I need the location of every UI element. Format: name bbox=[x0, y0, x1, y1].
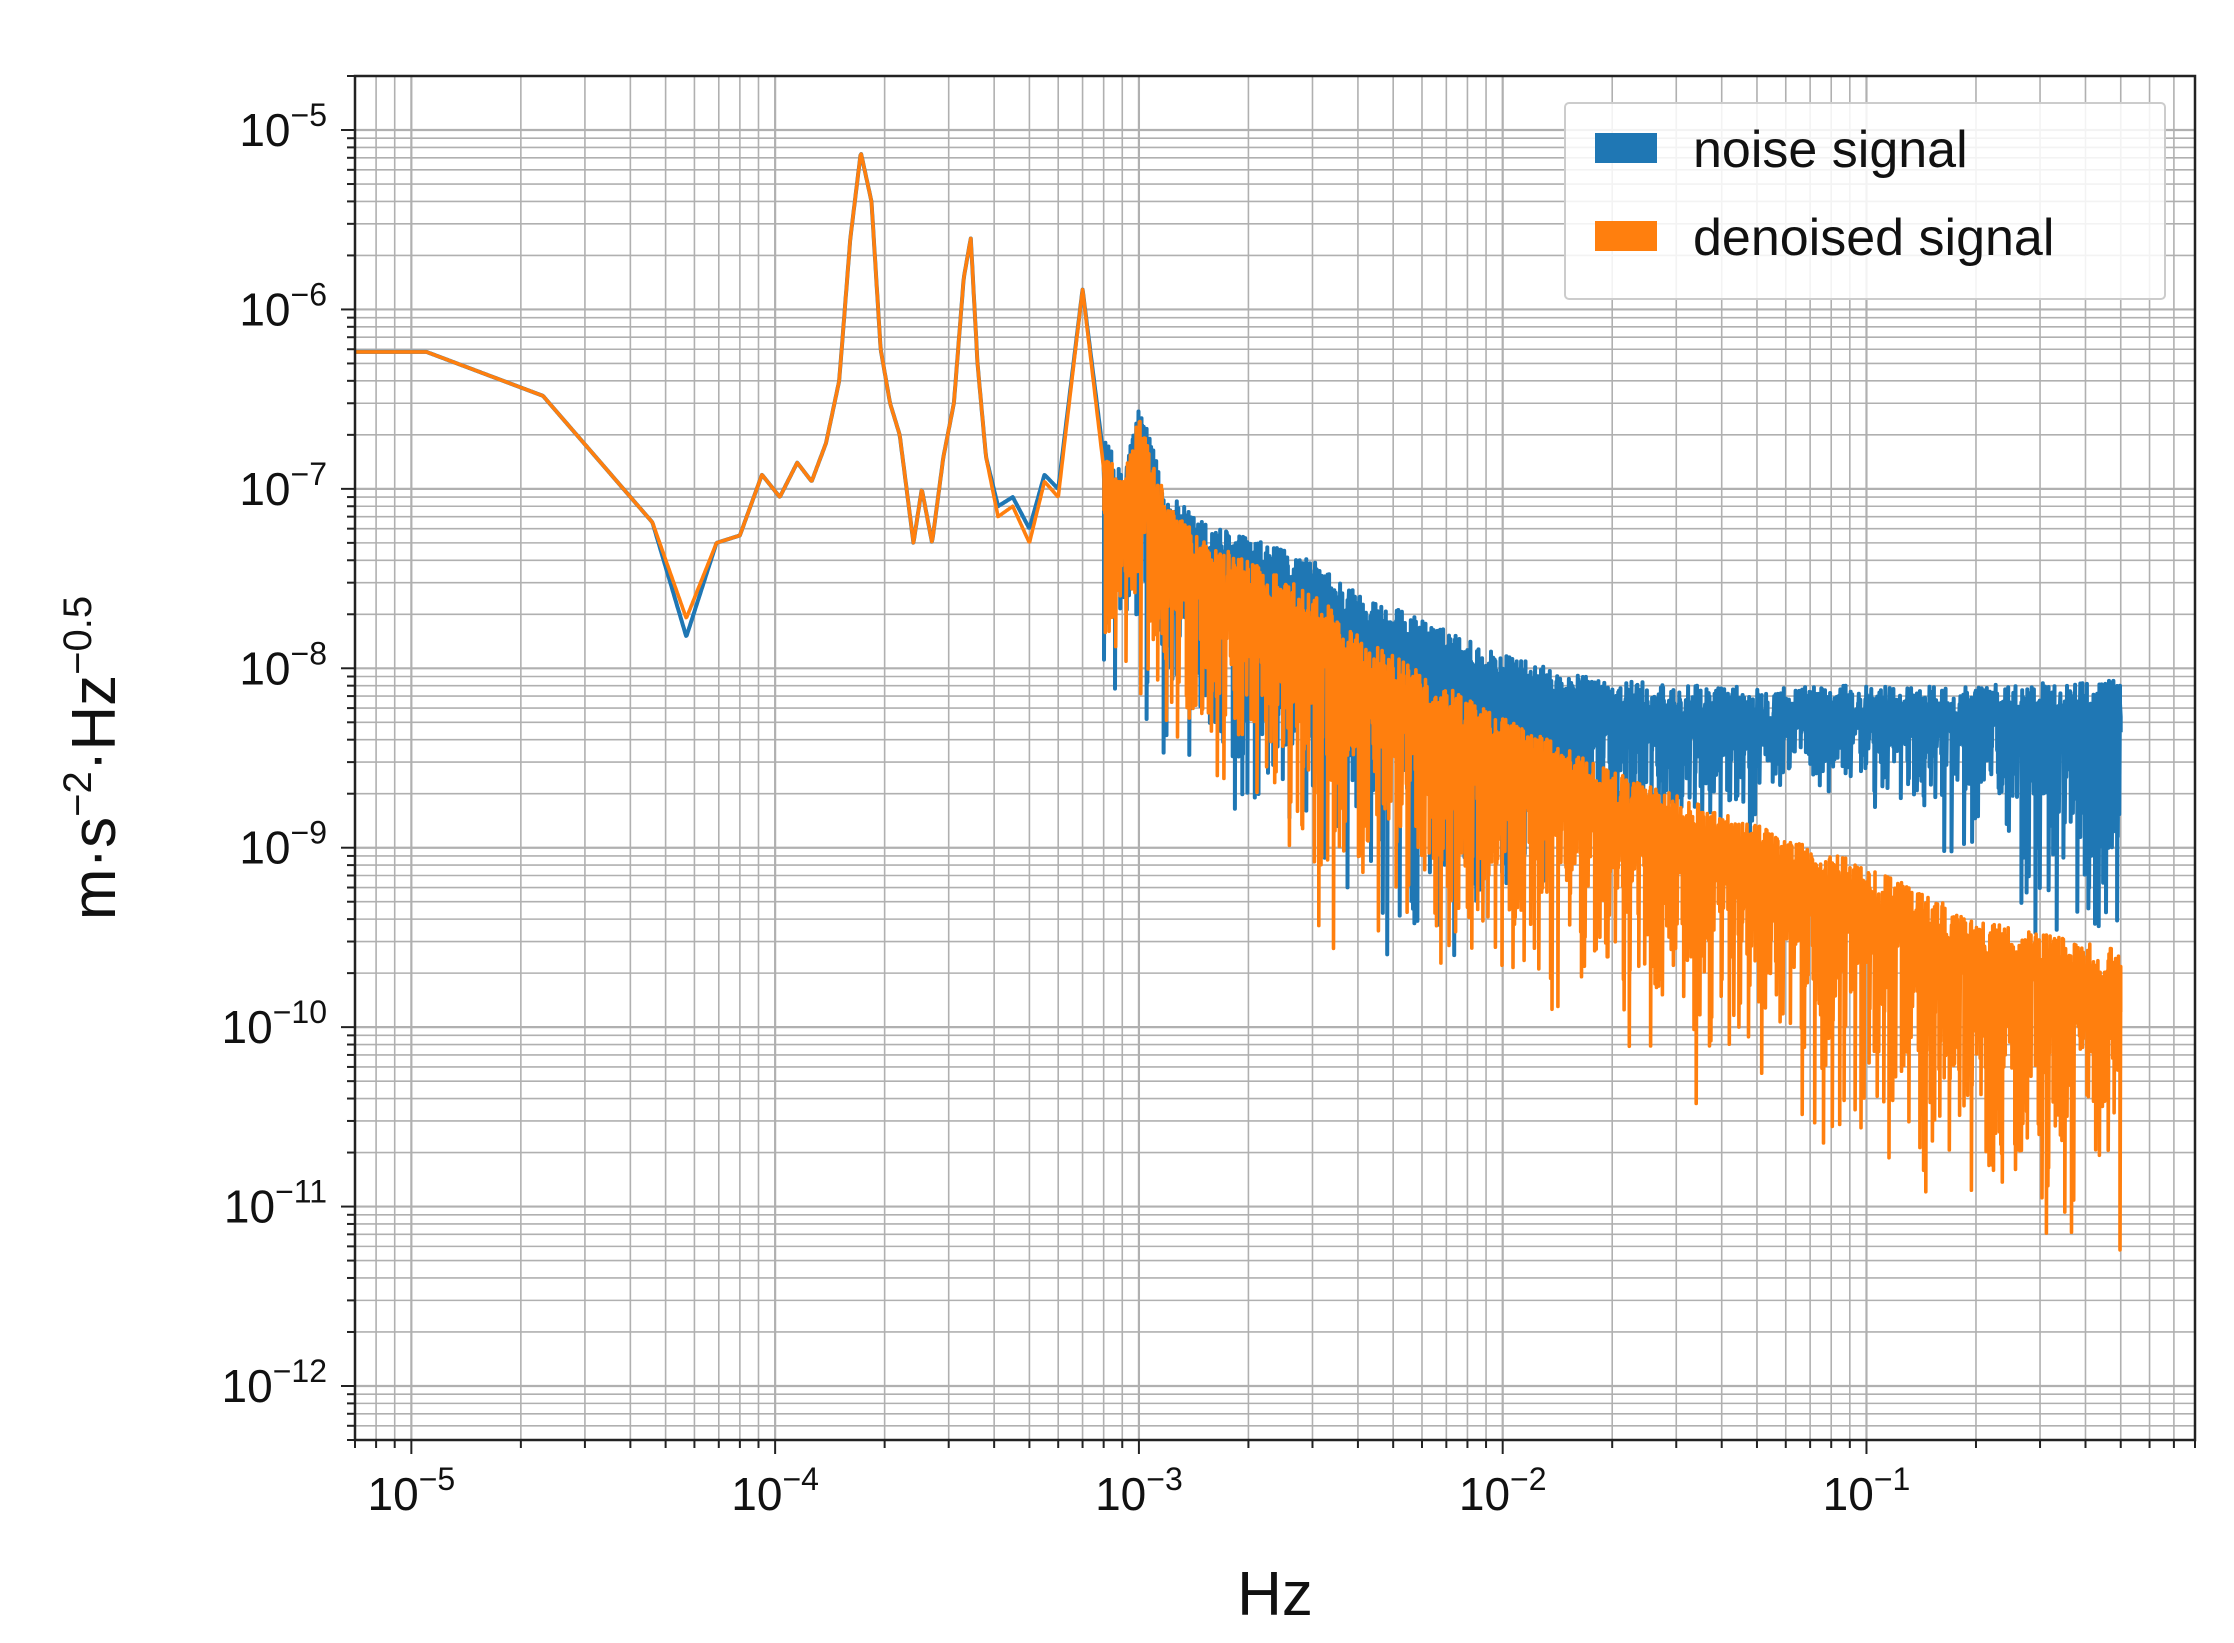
x-tick-label-exponent: −2 bbox=[1510, 1461, 1546, 1497]
legend: noise signal denoised signal bbox=[1564, 102, 2166, 300]
x-tick-label: 10−4 bbox=[731, 1461, 819, 1520]
y-tick-label-exponent: −6 bbox=[291, 276, 327, 312]
x-tick-label-base: 10 bbox=[1095, 1468, 1146, 1520]
y-tick-label-base: 10 bbox=[239, 822, 290, 874]
legend-label-noise-signal: noise signal bbox=[1693, 121, 1968, 179]
y-tick-label-base: 10 bbox=[222, 1001, 273, 1053]
y-axis-label-mid: ·Hz bbox=[60, 675, 129, 771]
y-tick-label-base: 10 bbox=[239, 463, 290, 515]
y-tick-label-base: 10 bbox=[222, 1360, 273, 1412]
y-tick-label-exponent: −11 bbox=[275, 1174, 327, 1210]
x-tick-labels: 10−5 10−4 10−3 10−2 10−1 bbox=[368, 1461, 1911, 1520]
y-tick-label-exponent: −10 bbox=[273, 994, 327, 1030]
y-tick-label: 10−5 bbox=[239, 97, 327, 156]
x-tick-label-exponent: −4 bbox=[782, 1461, 818, 1497]
y-tick-label-base: 10 bbox=[224, 1181, 275, 1233]
y-tick-label-exponent: −5 bbox=[291, 97, 327, 133]
x-tick-label-exponent: −5 bbox=[419, 1461, 455, 1497]
y-tick-label-base: 10 bbox=[239, 642, 290, 694]
series-group bbox=[355, 152, 2123, 1252]
y-tick-label: 10−12 bbox=[222, 1353, 327, 1412]
y-axis-label: m·s−2·Hz−0.5 bbox=[56, 596, 129, 920]
plot-frame bbox=[353, 74, 2197, 1442]
x-tick-label-base: 10 bbox=[1823, 1468, 1874, 1520]
x-tick-label-exponent: −1 bbox=[1874, 1461, 1910, 1497]
x-tick-label-base: 10 bbox=[368, 1468, 419, 1520]
y-tick-label-base: 10 bbox=[239, 104, 290, 156]
x-tick-label-exponent: −3 bbox=[1146, 1461, 1182, 1497]
y-tick-label: 10−6 bbox=[239, 276, 327, 335]
x-tick-label: 10−5 bbox=[368, 1461, 456, 1520]
y-axis-label-exp1: −2 bbox=[56, 771, 100, 817]
x-tick-label-base: 10 bbox=[1459, 1468, 1510, 1520]
y-tick-label: 10−8 bbox=[239, 635, 327, 694]
x-tick-label: 10−1 bbox=[1823, 1461, 1911, 1520]
y-axis-label-base: m·s bbox=[60, 817, 129, 920]
axis-ticks bbox=[341, 75, 2196, 1454]
y-tick-label-base: 10 bbox=[239, 283, 290, 335]
y-tick-label-exponent: −7 bbox=[291, 456, 327, 492]
legend-box bbox=[1564, 102, 2166, 300]
y-tick-label-exponent: −9 bbox=[291, 815, 327, 851]
y-tick-label: 10−7 bbox=[239, 456, 327, 515]
legend-swatch-denoised-signal bbox=[1595, 221, 1657, 251]
series-line-denoised-signal bbox=[355, 152, 2123, 1252]
x-tick-label-base: 10 bbox=[731, 1468, 782, 1520]
y-tick-label: 10−11 bbox=[224, 1174, 327, 1233]
x-tick-label: 10−2 bbox=[1459, 1461, 1547, 1520]
x-axis-label: Hz bbox=[1237, 1560, 1313, 1629]
y-tick-label: 10−10 bbox=[222, 994, 327, 1053]
x-tick-label: 10−3 bbox=[1095, 1461, 1183, 1520]
y-tick-label-exponent: −8 bbox=[291, 635, 327, 671]
legend-swatch-noise-signal bbox=[1595, 133, 1657, 163]
legend-label-denoised-signal: denoised signal bbox=[1693, 209, 2054, 267]
plot-area bbox=[341, 74, 2197, 1454]
y-tick-label-exponent: −12 bbox=[273, 1353, 327, 1389]
y-axis-label-exp2: −0.5 bbox=[56, 596, 100, 675]
y-tick-label: 10−9 bbox=[239, 815, 327, 874]
